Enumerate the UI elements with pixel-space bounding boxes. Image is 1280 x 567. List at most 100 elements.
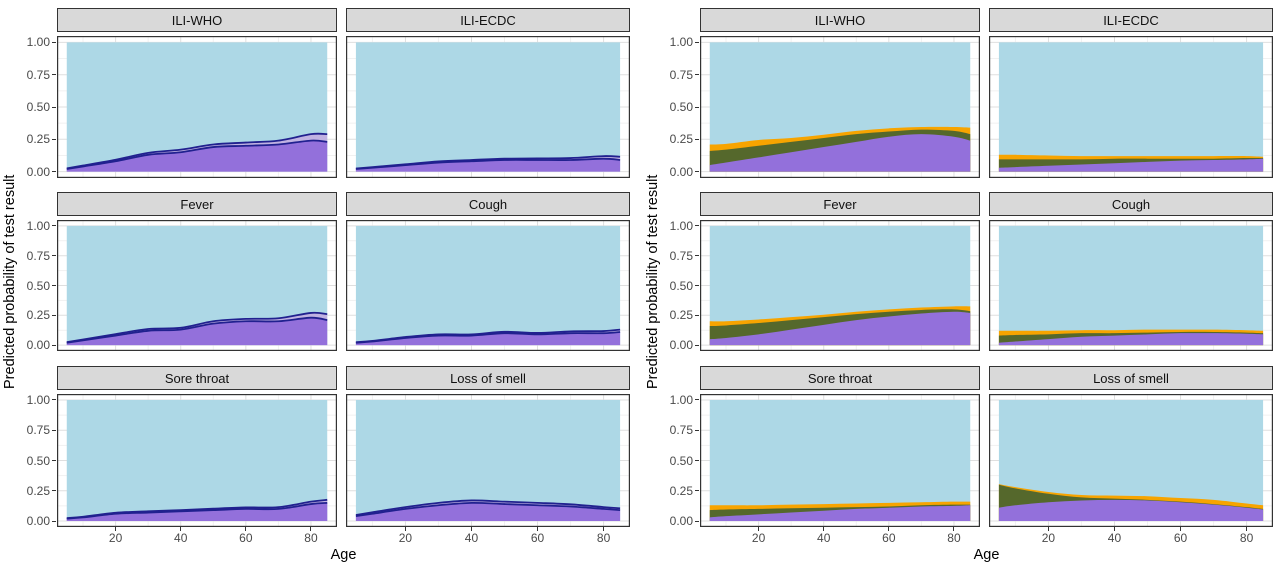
x-axis-title: Age [973,547,1000,563]
y-tick-mark [695,138,699,140]
y-tick-label: 0.00 [669,514,693,528]
lavender-band-outline [355,499,621,516]
x-tick-mark [537,527,539,531]
x-tick-label: 80 [304,531,318,545]
purple-area [66,140,328,172]
facet-title: Loss of smell [1093,370,1169,386]
facet-strip: Fever [700,192,980,216]
y-tick-mark [695,429,699,431]
y-tick-mark [695,460,699,461]
y-tick-mark [695,106,699,108]
y-tick-label: 0.00 [26,164,50,179]
x-tick-mark [404,527,406,531]
x-tick-mark [310,527,312,531]
y-tick-mark [52,429,56,431]
x-tick-label: 20 [398,531,413,545]
lavender-band-outline [355,155,621,170]
y-tick-label: 0.50 [669,100,693,114]
y-tick-mark [52,285,56,286]
y-tick-label: 0.50 [26,100,50,114]
lightblue-area [355,42,621,172]
lightblue-area [355,225,621,346]
x-tick-label: 20 [1041,531,1056,545]
x-tick-mark [888,527,890,531]
purple-area [998,158,1264,172]
facet-title: Cough [468,196,508,212]
y-tick-mark [695,255,699,257]
x-tick-label: 80 [1239,531,1254,545]
x-tick-mark [1113,527,1115,531]
y-tick-label: 0.75 [669,423,693,438]
facet-strip: ILI-ECDC [346,8,630,32]
facet-panel [57,394,337,527]
facet-strip: ILI-WHO [700,8,980,32]
y-tick-label: 0.50 [669,453,693,468]
x-tick-label: 20 [108,531,123,545]
y-tick-mark [52,41,56,43]
x-tick-label: 40 [174,531,188,545]
y-tick-label: 0.75 [669,67,693,82]
x-tick-label: 60 [530,531,545,545]
y-tick-label: 0.00 [26,338,50,353]
lavender-band-outline [355,328,621,344]
facet-title: ILI-ECDC [1103,12,1159,28]
x-tick-label: 80 [947,531,961,545]
figure-left: Predicted probability of test result Age… [2,8,630,563]
purple-area [709,311,971,346]
y-tick-label: 0.25 [669,132,693,147]
facet-panel [989,220,1273,351]
facet-panel [346,394,630,527]
x-tick-mark [758,527,760,531]
x-tick-mark [245,527,247,531]
y-tick-mark [52,225,56,227]
y-tick-mark [695,285,699,286]
y-tick-mark [52,106,56,108]
facet-title: ILI-ECDC [460,12,516,28]
purple-area [355,158,621,172]
x-tick-mark [1180,527,1182,531]
facet-strip: Fever [57,192,337,216]
facet-title: Cough [1111,196,1151,212]
facet-panel [346,36,630,178]
y-tick-label: 0.25 [26,132,50,147]
purple-area [66,502,328,522]
y-tick-label: 0.50 [669,278,693,293]
purple-area-outline [66,139,328,170]
x-tick-mark [823,527,825,531]
facet-panel [700,36,980,178]
facet-strip: Loss of smell [346,366,630,390]
facet-title: ILI-WHO [814,12,866,28]
facet-strip: ILI-ECDC [989,8,1273,32]
facet-title: Fever [823,196,857,212]
purple-area [998,333,1264,346]
x-tick-label: 80 [596,531,611,545]
y-tick-mark [52,255,56,257]
y-tick-label: 1.00 [669,218,693,233]
y-tick-label: 0.75 [669,248,693,263]
y-tick-mark [52,344,56,346]
facet-title: Loss of smell [450,370,526,386]
x-axis-title: Age [330,547,357,563]
x-tick-mark [1246,527,1248,531]
facet-strip: Sore throat [57,366,337,390]
y-tick-mark [695,399,699,401]
x-tick-label: 60 [1173,531,1188,545]
lightblue-area [998,225,1264,346]
lavender-band-outline [66,132,328,170]
y-tick-label: 0.00 [26,514,50,528]
lavender-band-outline [66,498,328,520]
y-tick-mark [52,314,56,316]
purple-area-outline [66,316,328,344]
y-tick-mark [695,225,699,227]
y-tick-mark [695,41,699,43]
y-tick-label: 0.50 [26,278,50,293]
x-tick-label: 20 [751,531,766,545]
y-tick-mark [695,490,699,492]
y-tick-label: 0.25 [669,483,693,498]
y-tick-mark [695,171,699,173]
y-tick-label: 0.00 [669,164,693,179]
y-tick-label: 1.00 [26,35,50,50]
facet-panel [989,394,1273,527]
lavender-band-outline [66,311,328,344]
y-tick-mark [52,171,56,173]
